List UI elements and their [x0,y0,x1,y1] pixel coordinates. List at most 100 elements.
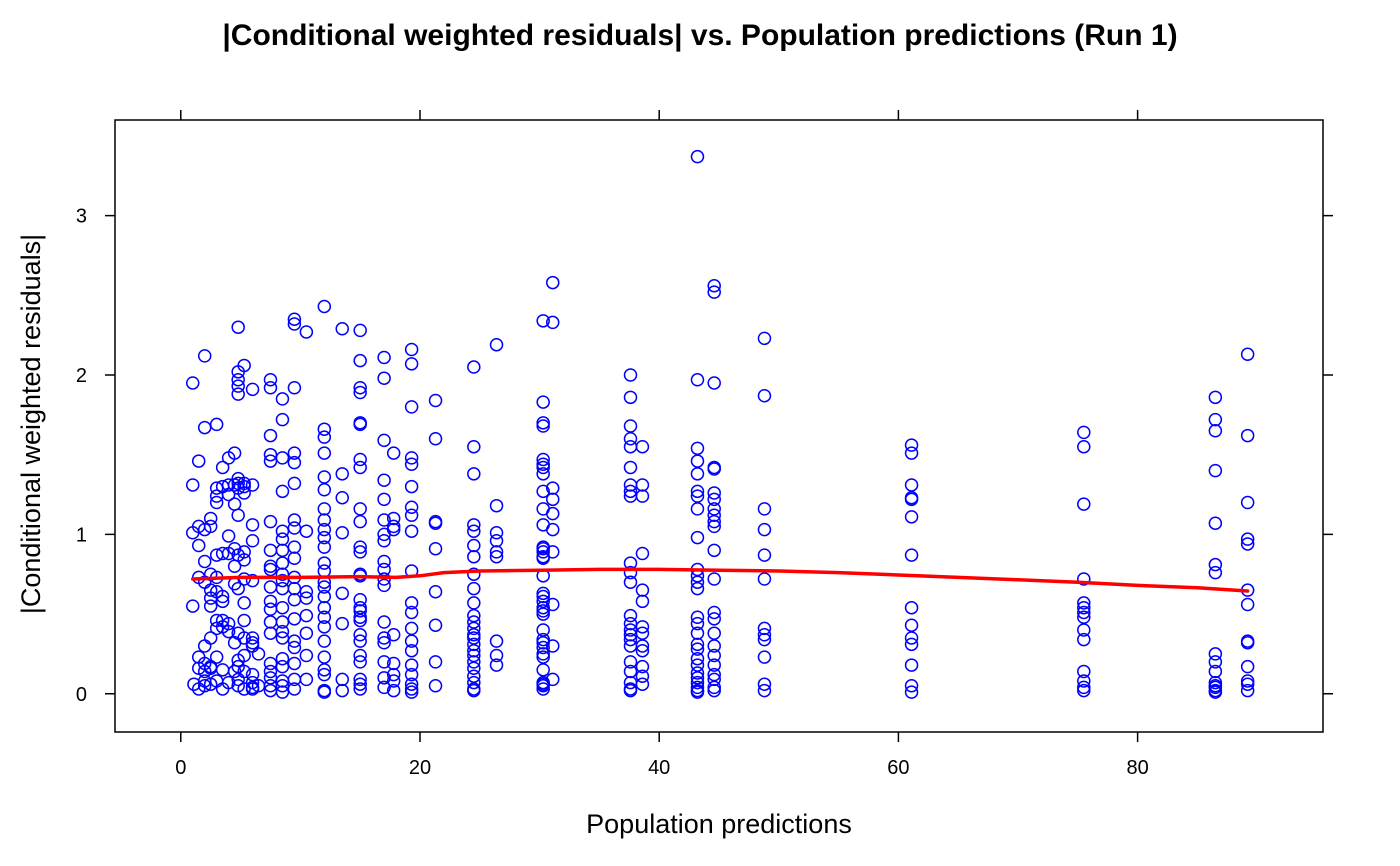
data-point [377,534,391,548]
data-point [221,616,236,631]
data-point [215,546,230,561]
data-point [263,559,278,573]
data-point [275,659,290,674]
data-point [467,524,481,538]
data-point [317,685,332,699]
data-point [245,518,260,532]
data-point [1077,572,1091,586]
data-point [287,513,302,527]
x-tick-label: 20 [409,757,431,779]
data-point [428,393,443,408]
data-point [1240,532,1255,546]
data-point [536,484,550,499]
data-point [263,514,278,529]
data-point [707,462,721,476]
data-point [287,592,302,607]
data-point [287,521,302,535]
data-point [237,486,251,500]
data-point [467,628,481,642]
data-point [623,632,638,647]
data-point [428,432,443,446]
data-point [353,323,367,338]
data-point [623,390,638,405]
data-point [317,430,332,444]
data-point [707,626,721,640]
data-point [287,682,302,696]
data-point [404,605,419,620]
data-point [690,616,705,631]
data-point [353,385,367,400]
data-point [690,467,705,481]
data-point [707,605,721,620]
x-tick-label: 40 [648,757,670,779]
x-axis-label: Population predictions [586,809,852,839]
data-point [707,486,721,500]
data-point [317,530,332,545]
data-point [275,532,290,546]
data-point [428,679,443,693]
data-point [245,631,260,645]
data-point [203,631,218,645]
data-point [215,663,230,677]
data-point [209,481,224,495]
data-point [404,596,419,610]
data-point [275,543,290,558]
data-point [1240,677,1255,691]
data-point [287,312,302,326]
data-point [757,522,772,537]
data-point [377,680,391,695]
data-point [536,682,550,696]
data-point [690,680,705,695]
x-tick-label: 0 [175,757,186,779]
data-point [1240,659,1255,674]
data-point [467,637,481,652]
data-point [690,575,705,589]
data-point [404,677,419,691]
data-point [404,667,419,682]
data-point [353,613,367,628]
data-point [546,275,560,290]
y-tick-label: 2 [76,365,87,387]
data-point [377,371,391,385]
data-point [1077,683,1091,698]
data-point [237,664,251,679]
data-point [209,650,224,664]
data-point [623,575,638,589]
data-point [275,624,290,639]
data-point [404,682,419,696]
data-point [275,484,290,499]
data-point [245,573,260,588]
data-point [227,497,242,511]
data-point [209,495,224,510]
data-point [386,656,401,671]
data-point [275,581,290,596]
data-point [377,350,391,365]
data-point [231,373,245,387]
data-point [707,279,721,293]
data-point [287,381,302,395]
data-point [635,546,650,561]
data-point [904,510,919,524]
data-point [690,675,705,690]
data-point [404,658,419,672]
data-point [275,524,290,538]
data-point [757,677,772,691]
data-point [317,620,332,634]
data-point [707,672,721,687]
data-point [546,672,560,687]
data-point [404,457,419,471]
data-point [546,492,560,507]
data-point [263,656,278,671]
data-point [690,441,705,456]
data-point [467,643,481,658]
data-point [237,545,251,559]
data-point [404,451,419,465]
data-point [1208,680,1223,695]
data-point [635,489,650,503]
data-point [707,543,721,558]
data-point [377,631,391,645]
data-point [707,508,721,522]
data-point [185,599,200,613]
data-point [1208,675,1223,690]
data-point [275,651,290,666]
